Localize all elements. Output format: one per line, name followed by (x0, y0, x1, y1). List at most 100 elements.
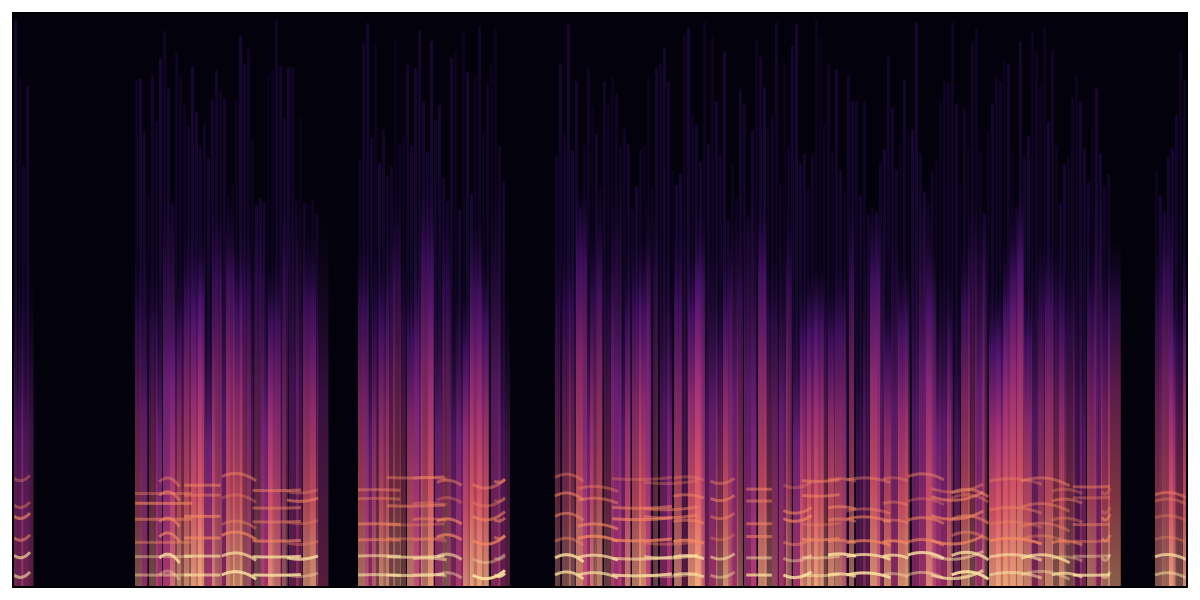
energy-column (233, 242, 243, 586)
harmonic (286, 539, 319, 546)
energy-column (1169, 283, 1176, 586)
harmonic (709, 570, 736, 579)
harmonic (221, 570, 257, 581)
energy-column (674, 233, 682, 586)
harmonic (709, 533, 736, 542)
harmonic (1100, 506, 1112, 515)
energy-column (1059, 276, 1067, 586)
harmonic (1051, 539, 1083, 547)
harmonic (882, 500, 909, 507)
energy-column (702, 254, 710, 586)
harmonic (1100, 513, 1112, 522)
haze (651, 188, 654, 586)
energy-column (358, 241, 369, 586)
harmonic (612, 476, 672, 481)
harmonic (554, 511, 585, 522)
harmonic (14, 474, 32, 483)
harmonic (782, 480, 813, 490)
harmonic (801, 537, 840, 542)
harmonic (286, 496, 319, 503)
harmonic (846, 476, 891, 485)
energy-column (21, 278, 28, 586)
harmonic (907, 516, 945, 525)
energy-column (625, 254, 631, 586)
harmonic (950, 493, 990, 504)
energy-column (1108, 233, 1121, 586)
harmonic (493, 534, 507, 541)
harmonic (950, 487, 990, 499)
harmonic (554, 491, 585, 502)
haze (671, 171, 674, 586)
harmonic (672, 554, 705, 561)
energy-column (982, 204, 988, 586)
harmonic (286, 488, 319, 495)
energy-column (807, 270, 818, 586)
harmonic (782, 570, 813, 580)
energy-column (275, 252, 286, 586)
harmonic (493, 572, 507, 578)
harmonic (554, 553, 585, 563)
harmonic (1154, 491, 1186, 499)
energy-column (365, 295, 377, 586)
energy-column (198, 230, 205, 586)
harmonic (1020, 521, 1071, 533)
harmonic (14, 533, 32, 542)
energy-column (28, 263, 34, 586)
energy-column (737, 222, 743, 586)
harmonic (782, 506, 813, 515)
harmonic (882, 518, 909, 525)
energy-column (611, 184, 622, 586)
energy-column (681, 190, 689, 586)
harmonic (1051, 497, 1083, 505)
haze (559, 63, 562, 586)
energy-column (386, 226, 395, 586)
energy-column (576, 182, 588, 586)
harmonic (1072, 573, 1111, 577)
harmonic (672, 538, 705, 545)
energy-column (842, 277, 848, 586)
harmonic (1154, 553, 1186, 561)
harmonic (782, 553, 813, 563)
harmonic (493, 554, 507, 561)
plot-frame (12, 12, 1188, 588)
energy-column (247, 245, 254, 586)
energy-column (191, 254, 202, 586)
harmonic (1072, 554, 1111, 558)
energy-column (1080, 278, 1087, 586)
harmonic (612, 504, 672, 510)
energy-column (407, 280, 419, 586)
energy-column (491, 182, 501, 586)
harmonic (950, 550, 990, 562)
harmonic (386, 475, 445, 480)
harmonic (709, 552, 736, 561)
energy-column (428, 231, 434, 586)
harmonic (950, 570, 990, 581)
harmonic (709, 476, 736, 486)
energy-column (442, 218, 451, 586)
harmonic (286, 518, 319, 526)
energy-column (289, 181, 299, 586)
harmonic (846, 552, 891, 561)
harmonic (846, 571, 891, 580)
harmonic (577, 496, 619, 505)
energy-column (828, 282, 835, 586)
energy-column (632, 243, 642, 586)
energy-column (1017, 184, 1024, 586)
harmonic (357, 522, 401, 526)
harmonic (158, 552, 181, 564)
energy-column (170, 294, 182, 586)
harmonic (1020, 501, 1071, 513)
harmonic (357, 488, 401, 492)
harmonic (471, 553, 506, 565)
harmonic (1051, 487, 1083, 495)
harmonic (950, 514, 990, 525)
energy-column (296, 196, 303, 586)
harmonic (386, 536, 445, 541)
harmonic (1020, 476, 1071, 488)
energy-column (877, 199, 884, 586)
harmonic (386, 503, 445, 508)
energy-column (821, 267, 828, 586)
haze (847, 75, 850, 586)
